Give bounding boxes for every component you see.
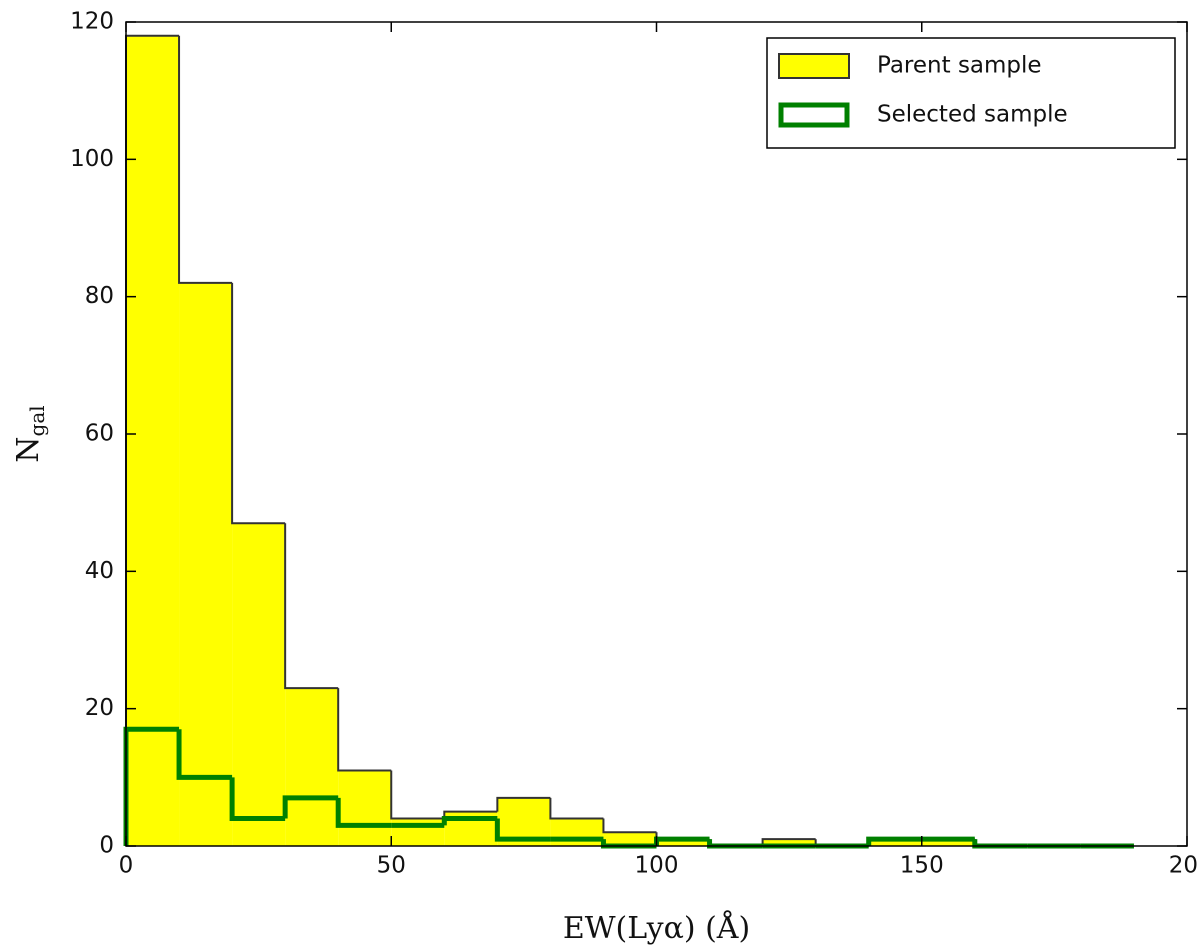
y-axis-label-main: N [11, 436, 46, 462]
bar [338, 770, 392, 846]
step [494, 818, 551, 842]
bar [603, 832, 657, 846]
step [229, 777, 286, 822]
legend-label: Selected sample [877, 102, 1068, 128]
y-tick-label: 120 [70, 9, 114, 35]
bar [868, 839, 922, 846]
bar-edge [337, 688, 392, 772]
bar-edge [231, 282, 286, 525]
bar-edge [178, 35, 233, 284]
x-tick-label: 20 [1169, 853, 1198, 879]
y-tick-label: 80 [85, 283, 114, 309]
y-tick-label: 20 [85, 695, 114, 721]
x-tick-label: 0 [119, 853, 134, 879]
bar-edge [602, 818, 657, 834]
bar [391, 818, 445, 846]
legend-swatch [778, 102, 850, 128]
x-axis-label: EW(Lyα) (Å) [563, 910, 750, 946]
legend-swatch [778, 53, 850, 79]
bar [232, 523, 286, 846]
step [335, 797, 392, 828]
y-tick-label: 40 [85, 558, 114, 584]
bar [179, 282, 233, 846]
step [972, 839, 1028, 849]
x-tick-label: 150 [900, 853, 944, 879]
y-tick-label: 100 [70, 146, 114, 172]
bar [656, 839, 710, 846]
bar [550, 818, 604, 846]
bar-edge [549, 797, 604, 820]
bar-edge [390, 770, 445, 820]
y-tick-label: 0 [99, 833, 114, 859]
step [282, 795, 339, 819]
step [176, 729, 233, 780]
step [707, 839, 763, 849]
y-axis-label: Ngal [11, 405, 49, 462]
bar [921, 839, 975, 846]
bar-edge [496, 796, 551, 812]
x-tick-label: 50 [377, 853, 406, 879]
step [441, 816, 498, 826]
legend-label: Parent sample [877, 53, 1042, 79]
x-tick-label: 100 [635, 853, 679, 879]
step [866, 836, 922, 846]
y-axis-label-sub: gal [25, 405, 49, 436]
y-tick-label: 60 [85, 421, 114, 447]
bar [126, 35, 180, 846]
bar [285, 688, 339, 846]
bar [762, 839, 816, 846]
bar-edge [284, 523, 339, 690]
